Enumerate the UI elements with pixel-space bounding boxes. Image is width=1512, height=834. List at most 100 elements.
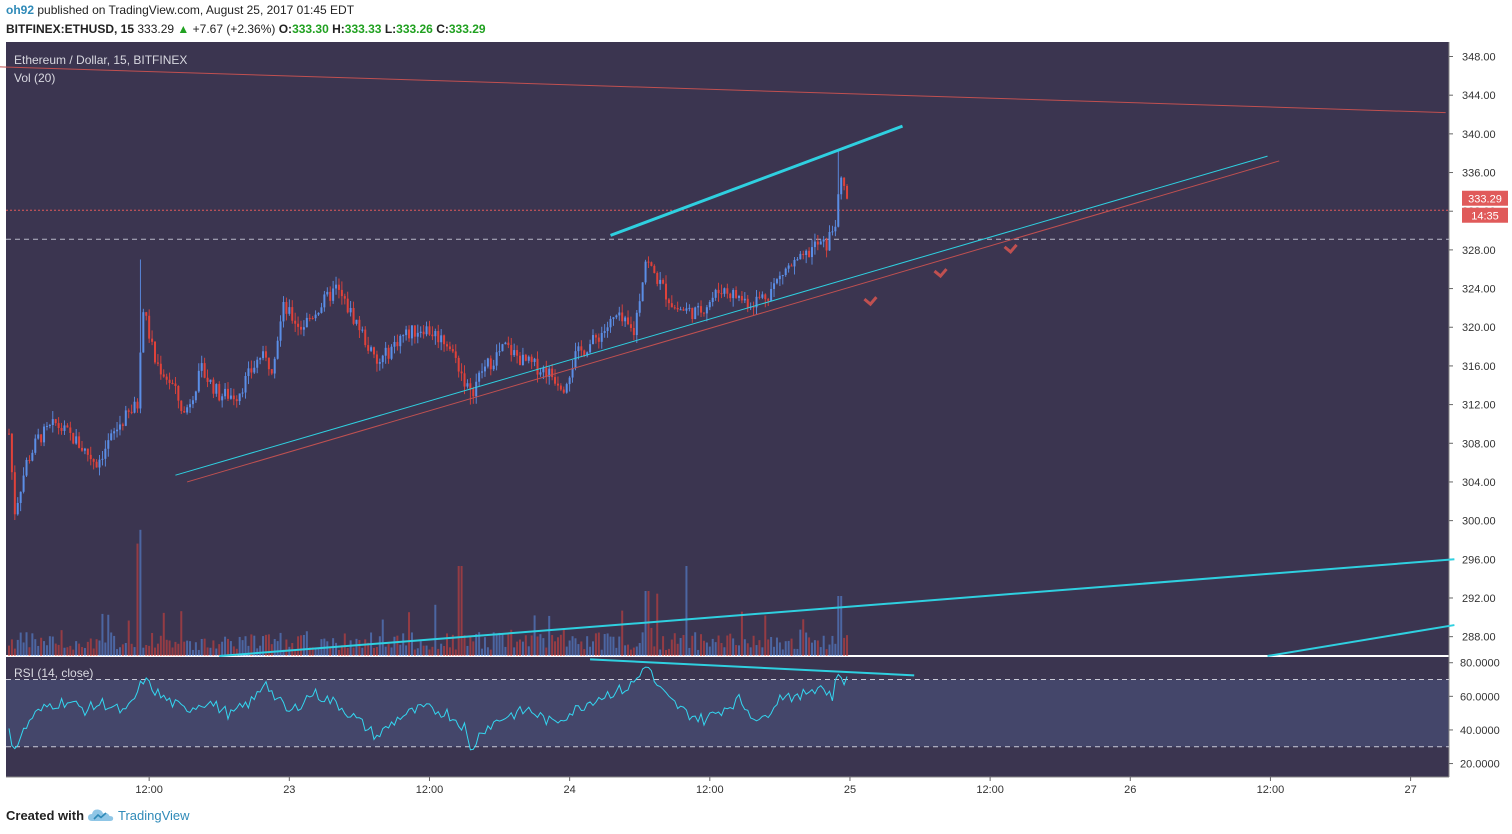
candle-body <box>775 279 778 284</box>
volume-bar <box>253 635 256 656</box>
time-axis[interactable] <box>0 777 1512 801</box>
volume-bar <box>95 639 98 656</box>
candle-body <box>378 362 381 364</box>
candle-body <box>343 296 346 299</box>
author-name[interactable]: oh92 <box>6 3 35 17</box>
candle-body <box>355 319 358 324</box>
candle-body <box>31 452 34 461</box>
rsi-tick-label: 60.0000 <box>1460 691 1500 703</box>
volume-bar <box>373 647 375 656</box>
price-tick-label: 288.00 <box>1462 632 1496 644</box>
volume-bar <box>466 645 469 656</box>
rsi-divergence-line <box>590 658 915 677</box>
candle-body <box>229 395 232 399</box>
volume-bar <box>229 641 232 656</box>
candle-body <box>746 298 749 308</box>
candle-body <box>635 312 638 336</box>
volume-bar <box>314 648 317 656</box>
candle-body <box>568 377 571 385</box>
volume-bar <box>697 649 700 656</box>
footer-tradingview-link[interactable]: TradingView <box>118 808 190 823</box>
resistance-line <box>0 66 1446 114</box>
rsi-axis-ticks: 80.0000 60.0000 40.0000 20.0000 <box>6 658 1500 771</box>
volume-bar <box>624 645 627 656</box>
volume-bar <box>413 649 416 656</box>
candle-body <box>554 377 557 384</box>
published-text: published on TradingView.com, August 25,… <box>37 3 355 17</box>
open-value: 333.30 <box>292 22 329 36</box>
volume-bar <box>542 638 545 656</box>
candle-body <box>738 296 740 298</box>
candle-body <box>787 265 790 269</box>
candle-body <box>72 432 75 444</box>
candle-body <box>422 331 425 335</box>
candle-body <box>110 433 113 441</box>
volume-bar <box>632 647 635 656</box>
candle-body <box>28 459 31 461</box>
chart-svg[interactable]: 348.00344.00340.00336.00332.00328.00324.… <box>0 42 1512 802</box>
candle-body <box>641 282 644 302</box>
volume-bar <box>472 641 475 656</box>
volume-bar <box>361 647 364 656</box>
volume-bars <box>8 529 849 656</box>
volume-bar <box>726 635 729 656</box>
volume-bar <box>682 634 685 656</box>
candle-body <box>551 368 554 378</box>
price-tick-label: 312.00 <box>1462 400 1496 412</box>
candle-body <box>846 185 849 199</box>
candle-body <box>659 279 662 284</box>
volume-bar <box>752 635 755 656</box>
candle-body <box>665 283 667 300</box>
volume-bar <box>556 637 559 656</box>
trend-drawings[interactable] <box>0 66 1455 657</box>
candle-body <box>700 306 703 313</box>
candle-body <box>63 425 66 431</box>
volume-bar <box>104 642 107 656</box>
volume-bar <box>714 642 717 656</box>
candle-body <box>118 424 121 430</box>
price-pane[interactable] <box>6 42 1449 656</box>
volume-bar <box>740 611 743 656</box>
volume-bar <box>19 632 22 656</box>
volume-bar <box>232 646 235 656</box>
candle-body <box>206 377 209 382</box>
volume-bar <box>673 633 676 656</box>
candle-body <box>583 350 586 356</box>
volume-bar <box>495 634 498 656</box>
candle-body <box>577 346 580 352</box>
badge-price-text: 333.29 <box>1468 194 1502 206</box>
candle-body <box>720 293 723 295</box>
candle-body <box>650 262 653 266</box>
volume-bar <box>688 647 691 656</box>
volume-bar <box>162 612 165 656</box>
candle-body <box>828 231 831 251</box>
candle-body <box>504 342 507 345</box>
candle-body <box>559 385 562 390</box>
volume-bar <box>489 649 492 656</box>
candle-body <box>793 259 796 267</box>
candle-body <box>679 309 682 311</box>
volume-bar <box>764 615 767 656</box>
candle-body <box>656 272 659 284</box>
price-higher-high-line <box>609 124 904 237</box>
candle-body <box>702 312 705 314</box>
rsi-axis[interactable] <box>1449 656 1512 777</box>
candle-body <box>767 299 770 301</box>
candle-body <box>89 454 92 460</box>
price-axis[interactable] <box>1449 42 1512 656</box>
volume-bar <box>262 636 265 656</box>
volume-bar <box>787 640 790 656</box>
candle-body <box>57 423 60 429</box>
volume-bar <box>565 646 568 656</box>
candle-body <box>133 401 136 413</box>
candle-body <box>399 335 402 347</box>
candle-body <box>19 491 22 503</box>
volume-bar <box>54 643 57 656</box>
candle-body <box>194 391 197 401</box>
price-tick-label: 348.00 <box>1462 52 1496 64</box>
volume-bar <box>813 640 816 656</box>
volume-bar <box>384 646 387 656</box>
candle-body <box>813 241 816 248</box>
candle-body <box>130 411 133 413</box>
candle-body <box>466 383 469 387</box>
